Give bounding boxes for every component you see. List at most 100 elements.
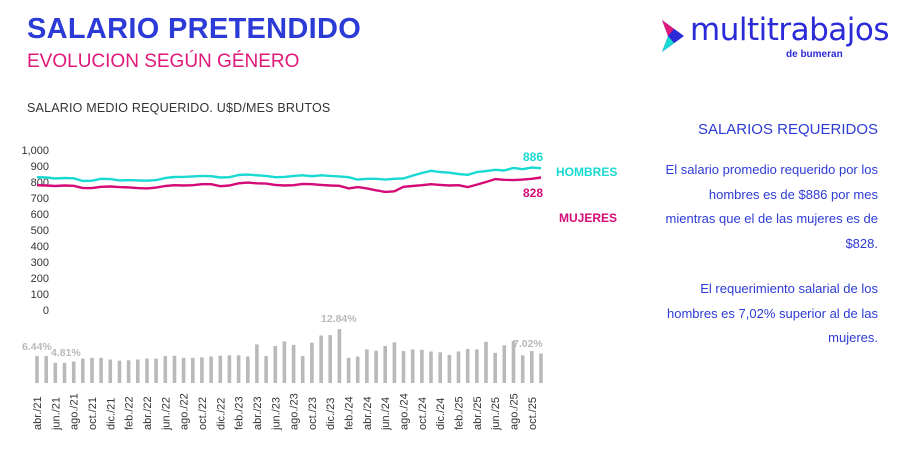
gap-bar [99, 357, 103, 383]
gap-bar [502, 345, 507, 383]
x-tick-label: abr./22 [142, 396, 154, 430]
gap-bar [53, 362, 58, 383]
gap-bar [447, 354, 452, 383]
page-title: SALARIO PRETENDIDO [27, 13, 362, 45]
gap-bar [209, 356, 213, 383]
gap-bar [346, 357, 351, 383]
x-tick-label: jun./24 [380, 397, 392, 431]
y-tick-label: 100 [31, 289, 49, 301]
gap-bar [191, 357, 195, 383]
gap-bar [282, 341, 287, 383]
gap-bar [420, 349, 424, 383]
gap-bar [310, 342, 314, 383]
right-panel-paragraph-2: El requerimiento salarial de los hombres… [666, 281, 878, 345]
x-tick-label: abr./24 [362, 396, 374, 430]
gap-bar [383, 346, 387, 383]
gap-bar [365, 349, 369, 383]
bar-label-max: 12.84% [321, 313, 357, 325]
gap-bar [218, 355, 223, 383]
gap-bar [44, 356, 48, 383]
chart-label: SALARIO MEDIO REQUERIDO. U$D/MES BRUTOS [27, 101, 331, 115]
gap-bar [145, 358, 149, 383]
gap-bar [374, 350, 378, 383]
gap-bar [392, 342, 397, 383]
gap-bar [429, 351, 433, 383]
gap-bar [108, 359, 113, 383]
x-tick-label: ago./21 [69, 393, 81, 430]
gap-bar [520, 355, 525, 383]
x-tick-label: abr./23 [252, 396, 264, 430]
x-tick-label: dic./24 [435, 398, 447, 430]
gap-bar [401, 351, 406, 383]
gap-bar [154, 358, 158, 383]
series-line-hombres [36, 166, 542, 183]
series-line-mujeres [36, 176, 542, 194]
gap-bar [126, 360, 131, 383]
gap-bar [117, 360, 122, 383]
gap-bar [181, 357, 186, 383]
y-tick-label: 300 [31, 257, 49, 269]
gap-bar [71, 361, 76, 383]
gap-bar [236, 355, 241, 383]
y-tick-label: 200 [31, 273, 49, 285]
y-tick-label: 500 [31, 225, 49, 237]
x-tick-label: jun./25 [490, 397, 502, 431]
gap-bar [62, 362, 67, 383]
end-label-mujeres: 828 [523, 186, 543, 200]
x-tick-label: dic./22 [215, 398, 227, 430]
x-tick-label: abr./25 [472, 396, 484, 430]
logo-name: multitrabajos [690, 12, 890, 48]
bar-label-first: 6.44% [22, 341, 52, 353]
logo-mark-icon [662, 20, 684, 52]
bar-label-min: 4.81% [51, 347, 81, 359]
x-tick-label: ago./24 [399, 393, 411, 430]
legend-mujeres: MUJERES [559, 211, 617, 225]
gap-bar [456, 351, 461, 383]
x-tick-label: ago./23 [289, 393, 301, 430]
x-tick-label: jun./22 [160, 397, 172, 431]
gap-bar [337, 329, 342, 383]
x-tick-label: jun./21 [50, 397, 62, 431]
x-tick-label: oct./22 [197, 397, 209, 430]
gap-bar [319, 335, 323, 383]
page-subtitle: EVOLUCION SEGÚN GÉNERO [27, 51, 300, 72]
gap-bar [81, 358, 85, 383]
gap-bar [484, 341, 488, 383]
gap-bar [200, 357, 204, 383]
brand-logo: multitrabajos de bumeran [660, 12, 900, 62]
x-tick-label: feb./23 [234, 396, 246, 430]
gap-bar [227, 355, 232, 383]
x-tick-label: dic./23 [325, 398, 337, 430]
bar-label-last: 7.02% [513, 338, 543, 350]
x-tick-label: ago./25 [509, 393, 521, 430]
gap-bar [475, 349, 479, 383]
salary-chart: 0 100 200 300 400 500 600 700 800 900 1,000 abr./2… [21, 145, 617, 431]
gap-bar [493, 352, 497, 383]
gap-bar [438, 352, 442, 383]
gap-bar [410, 349, 415, 383]
y-tick-label: 800 [31, 177, 49, 189]
gap-bar [163, 356, 168, 383]
y-tick-label: 600 [31, 209, 49, 221]
x-tick-label: oct./25 [527, 397, 539, 430]
gap-bar [246, 356, 250, 383]
y-tick-label: 900 [31, 161, 49, 173]
x-tick-label: feb./24 [344, 396, 356, 430]
gap-bar [35, 356, 39, 383]
x-tick-label: oct./24 [417, 397, 429, 430]
gap-bar [172, 355, 177, 383]
gap-bar [530, 351, 534, 383]
legend-hombres: HOMBRES [556, 165, 617, 179]
right-panel-paragraph-1: El salario promedio requerido por los ho… [665, 162, 878, 251]
x-tick-label: ago./22 [179, 393, 191, 430]
x-tick-label: feb./22 [124, 396, 136, 430]
x-tick-label: feb./25 [454, 396, 466, 430]
end-label-hombres: 886 [523, 150, 543, 164]
gap-bar [355, 356, 360, 383]
gap-bar [539, 353, 543, 383]
x-tick-label: oct./23 [307, 397, 319, 430]
x-tick-label: jun./23 [270, 397, 282, 431]
gap-bar [465, 349, 470, 383]
y-tick-label: 400 [31, 241, 49, 253]
right-panel-title: SALARIOS REQUERIDOS [697, 121, 878, 138]
